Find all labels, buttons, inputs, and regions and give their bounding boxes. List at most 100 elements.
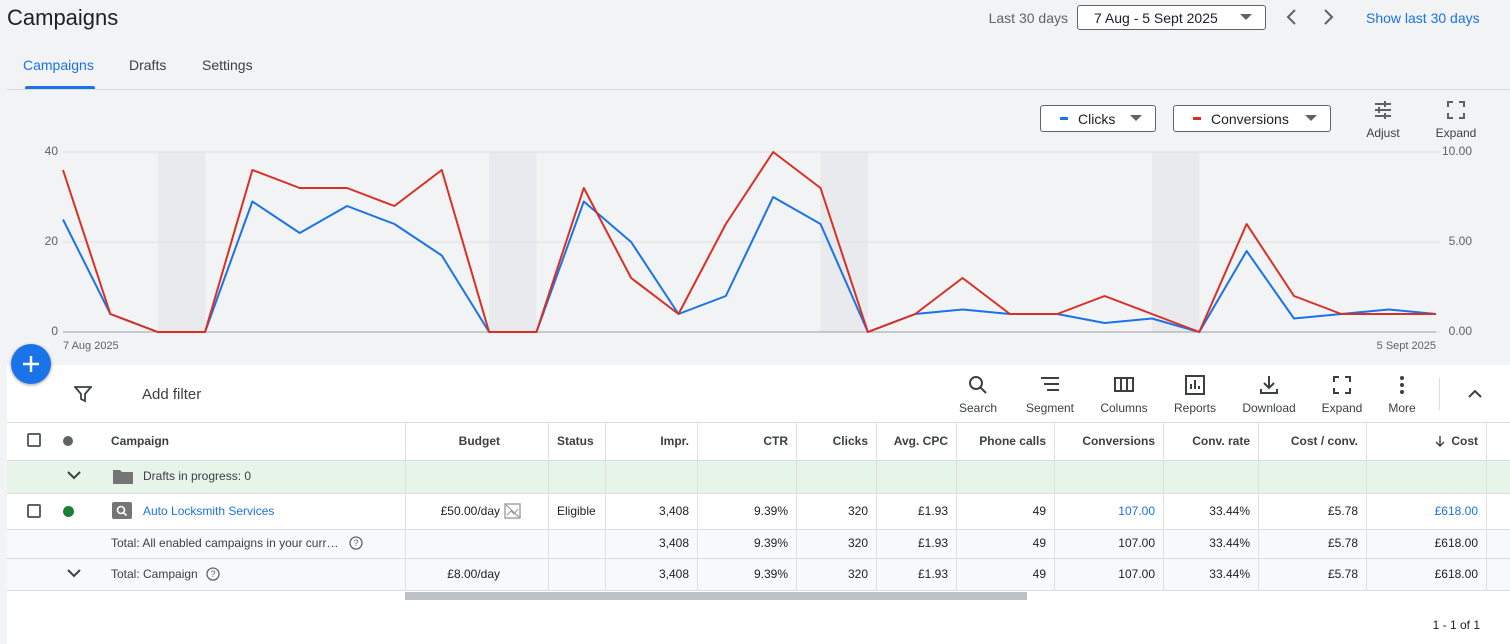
page-title: Campaigns [7, 5, 119, 30]
show-last-link[interactable]: Show last 30 days [1366, 10, 1480, 26]
row-border [7, 558, 1510, 559]
table-top-border [7, 422, 1510, 423]
table-cell: £8.00/day [447, 567, 500, 581]
tool-icon[interactable] [1040, 375, 1060, 395]
column-header[interactable]: Status [557, 434, 594, 448]
help-icon: ? [206, 567, 220, 581]
add-filter[interactable]: Add filter [142, 386, 202, 403]
y2-tick-label: 5.00 [1449, 234, 1473, 248]
filter-icon[interactable] [74, 385, 92, 403]
table-cell: 33.44% [1209, 567, 1250, 581]
table-cell: 107.00 [1118, 536, 1155, 550]
table-cell: 9.39% [753, 536, 788, 550]
expand-icon[interactable] [1447, 101, 1465, 119]
expand-chevron[interactable] [66, 470, 82, 480]
toolbar-divider [1439, 378, 1440, 410]
drafts-row-bg [7, 460, 1510, 493]
col-border [405, 422, 406, 590]
folder-icon [113, 470, 133, 484]
total-row-bg [7, 529, 1510, 590]
table-cell[interactable]: £618.00 [1434, 504, 1478, 518]
table-cell[interactable]: Auto Locksmith Services [143, 504, 275, 518]
table-cell: 49 [1032, 504, 1046, 518]
table-cell: £618.00 [1434, 567, 1478, 581]
column-header[interactable]: Conv. rate [1192, 434, 1250, 448]
add-icon[interactable] [21, 354, 41, 374]
tool-label[interactable]: Reports [1173, 401, 1217, 415]
tool-icon[interactable] [1392, 375, 1412, 395]
adjust-icon[interactable] [1373, 100, 1393, 120]
tool-label[interactable]: Download [1242, 401, 1296, 415]
col-border [697, 422, 698, 590]
tab-underline [25, 86, 95, 89]
next-button[interactable] [1322, 8, 1336, 26]
column-header[interactable]: Cost / conv. [1290, 434, 1358, 448]
metric-name: Conversions [1211, 111, 1289, 127]
expand-chevron[interactable] [66, 568, 82, 578]
row-border [7, 590, 1510, 591]
column-header[interactable]: Conversions [1082, 434, 1155, 448]
tool-label[interactable]: Columns [1100, 401, 1148, 415]
tool-icon[interactable] [1259, 375, 1279, 395]
column-header[interactable]: Impr. [660, 434, 689, 448]
col-border [1163, 422, 1164, 590]
y2-tick-label: 10.00 [1442, 144, 1472, 158]
y-tick-label: 0 [51, 324, 58, 338]
drafts-label: Drafts in progress: 0 [143, 469, 252, 483]
table-cell: £1.93 [917, 536, 948, 550]
x-tick-label: 5 Sept 2025 [1377, 340, 1436, 352]
tool-icon[interactable] [1185, 375, 1205, 395]
dropdown-arrow [1130, 115, 1142, 121]
tool-icon[interactable] [1332, 375, 1352, 395]
scrollbar[interactable] [405, 592, 1027, 600]
chart-tool-label[interactable]: Adjust [1366, 126, 1400, 140]
checkbox[interactable] [27, 504, 41, 518]
table-cell: 9.39% [753, 567, 788, 581]
column-header[interactable]: Campaign [111, 434, 170, 448]
table-cell: 49 [1032, 536, 1046, 550]
y2-tick-label: 0.00 [1449, 324, 1473, 338]
row-border [7, 460, 1510, 461]
tool-label[interactable]: Segment [1025, 401, 1075, 415]
column-header[interactable]: Avg. CPC [893, 434, 948, 448]
series-line [62, 151, 1436, 333]
column-header[interactable]: Budget [458, 434, 500, 448]
status-dot [63, 506, 74, 517]
table-cell: £5.78 [1327, 504, 1358, 518]
tab[interactable]: Drafts [129, 57, 167, 73]
table-cell: 320 [847, 536, 868, 550]
checkbox[interactable] [27, 433, 41, 447]
date-picker[interactable] [1077, 5, 1266, 30]
table-cell: 33.44% [1209, 536, 1250, 550]
collapse-icon[interactable] [1467, 388, 1483, 398]
x-tick-label: 7 Aug 2025 [63, 340, 119, 352]
column-header[interactable]: Clicks [832, 434, 868, 448]
left-strip [0, 365, 7, 644]
tool-label[interactable]: More [1388, 401, 1416, 415]
pagination: 1 - 1 of 1 [1432, 618, 1480, 632]
column-header[interactable]: Cost [1451, 434, 1478, 448]
top-background [0, 0, 1510, 365]
tool-icon[interactable] [1114, 375, 1134, 395]
col-border [548, 422, 549, 590]
table-cell: 320 [847, 504, 868, 518]
column-header[interactable]: Phone calls [979, 434, 1046, 448]
series-line [62, 196, 1437, 333]
dropdown-arrow [1305, 115, 1317, 121]
date-range: 7 Aug - 5 Sept 2025 [1094, 10, 1218, 26]
tool-label[interactable]: Search [958, 401, 998, 415]
col-border [1054, 422, 1055, 590]
date-range-label: Last 30 days [988, 10, 1068, 26]
prev-button[interactable] [1284, 8, 1298, 26]
tab[interactable]: Settings [202, 57, 253, 73]
chart-tool-label[interactable]: Expand [1435, 126, 1477, 140]
table-cell: Total: All enabled campaigns in your cur… [111, 536, 339, 550]
y-tick-label: 40 [45, 144, 59, 158]
tool-icon[interactable] [968, 375, 988, 395]
table-cell: Eligible [557, 504, 596, 518]
table-cell[interactable]: 107.00 [1118, 504, 1155, 518]
column-header[interactable]: CTR [763, 434, 788, 448]
tab[interactable]: Campaigns [23, 57, 94, 73]
tool-label[interactable]: Expand [1321, 401, 1363, 415]
table-cell: 3,408 [658, 504, 689, 518]
